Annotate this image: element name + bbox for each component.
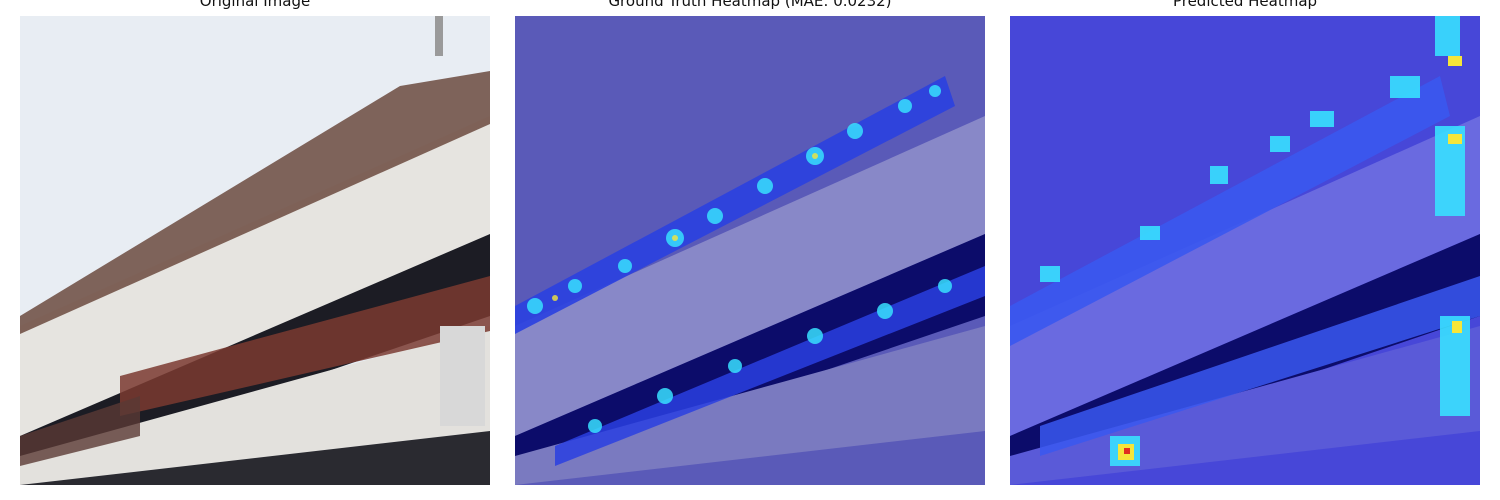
original-image bbox=[20, 16, 490, 485]
panel-title: Predicted Heatmap bbox=[1172, 0, 1318, 10]
panel-title: Ground Truth Heatmap (MAE: 0.0232) bbox=[608, 0, 892, 10]
ground-truth-heatmap bbox=[515, 16, 985, 485]
predicted-heatmap bbox=[1010, 16, 1480, 485]
panel-title: Original Image bbox=[199, 0, 311, 10]
